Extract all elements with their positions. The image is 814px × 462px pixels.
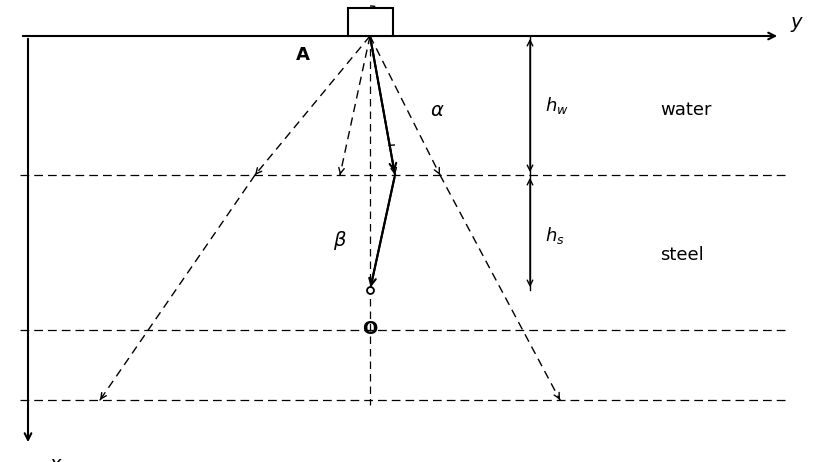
Text: $h_s$: $h_s$ (545, 225, 565, 245)
Bar (348, 8, 392, 36)
Text: x: x (50, 455, 61, 462)
Text: A: A (296, 46, 310, 64)
Text: steel: steel (660, 246, 704, 264)
Text: $h_w$: $h_w$ (545, 95, 569, 116)
Text: $\beta$: $\beta$ (333, 229, 347, 251)
Text: $\alpha$: $\alpha$ (430, 101, 444, 120)
Text: y: y (790, 12, 802, 31)
Text: water: water (660, 101, 711, 119)
Text: O: O (362, 320, 378, 338)
